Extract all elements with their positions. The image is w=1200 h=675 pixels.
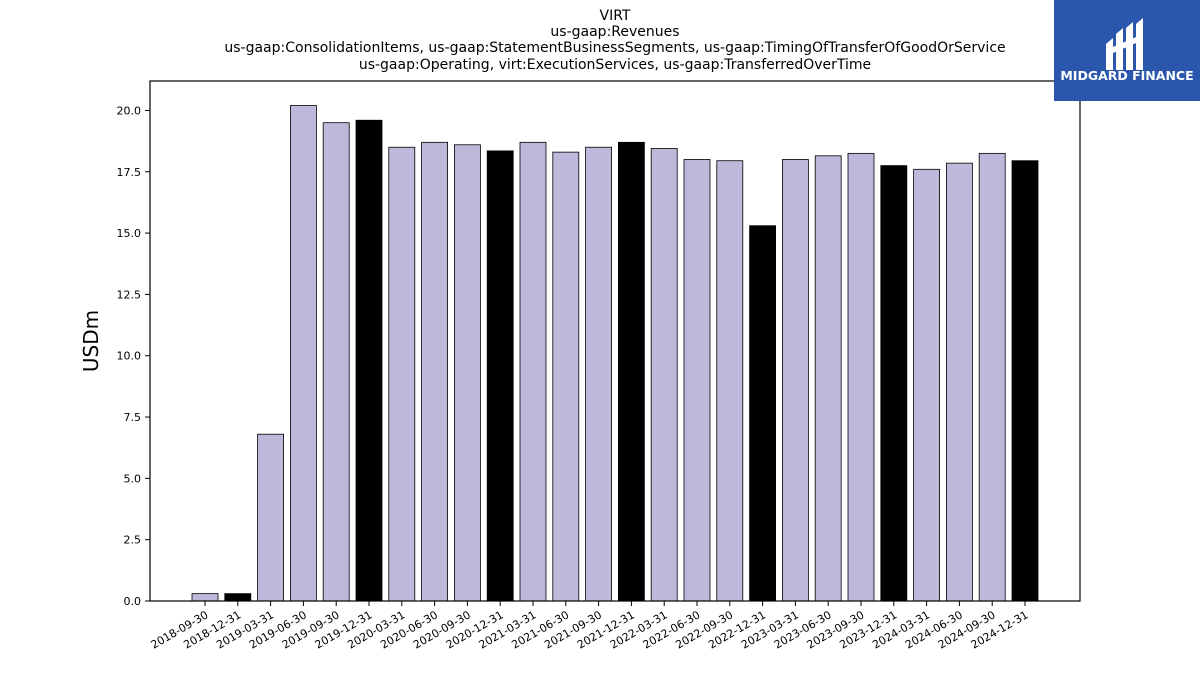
bar-2018-09-30 bbox=[191, 593, 219, 602]
title-line-2: us-gaap:Revenues bbox=[550, 24, 679, 40]
bar-2023-03-31 bbox=[782, 159, 809, 602]
bar-2022-06-30 bbox=[683, 159, 711, 602]
bar-2019-03-31 bbox=[257, 433, 285, 602]
bar-2020-03-31 bbox=[388, 146, 416, 602]
bar-2019-09-30 bbox=[322, 122, 350, 602]
title-line-4: us-gaap:Operating, virt:ExecutionService… bbox=[359, 57, 871, 73]
bar-2020-09-30 bbox=[453, 144, 481, 602]
y-axis: 0.0 2.5 5.0 7.5 10.0 12.5 15.0 17.5 20.0 bbox=[117, 104, 150, 608]
y-tick-label: 20.0 bbox=[117, 104, 142, 117]
bar-2020-12-31 bbox=[486, 150, 514, 602]
bar-2022-12-31 bbox=[749, 225, 776, 602]
bar-2022-09-30 bbox=[716, 160, 744, 602]
bar-2018-12-31 bbox=[224, 593, 252, 602]
chart-title: VIRT us-gaap:Revenues us-gaap:Consolidat… bbox=[224, 8, 1005, 73]
bar-series bbox=[191, 105, 1039, 602]
logo-text: MIDGARD FINANCE bbox=[1060, 68, 1193, 83]
bar-2019-06-30 bbox=[289, 105, 317, 602]
midgard-finance-logo: MIDGARD FINANCE bbox=[1054, 0, 1200, 101]
bar-2023-12-31 bbox=[880, 165, 908, 602]
y-tick-label: 15.0 bbox=[117, 227, 142, 240]
x-axis: 2018-09-302018-12-312019-03-312019-06-30… bbox=[149, 601, 1031, 652]
bar-2023-09-30 bbox=[847, 152, 875, 602]
y-axis-label: USDm bbox=[79, 310, 103, 372]
bar-2019-12-31 bbox=[355, 119, 383, 602]
bar-2021-09-30 bbox=[585, 146, 612, 602]
bar-2024-03-31 bbox=[913, 168, 940, 602]
plot-frame bbox=[149, 80, 1081, 602]
y-tick-label: 7.5 bbox=[124, 411, 142, 424]
y-tick-label: 17.5 bbox=[117, 166, 142, 179]
y-tick-label: 5.0 bbox=[124, 472, 142, 485]
bar-2022-03-31 bbox=[650, 148, 678, 602]
y-tick-label: 12.5 bbox=[117, 288, 142, 301]
bar-2020-06-30 bbox=[421, 141, 449, 602]
bar-2024-12-31 bbox=[1011, 160, 1039, 602]
bar-2024-06-30 bbox=[946, 162, 973, 602]
bar-2024-09-30 bbox=[978, 152, 1006, 602]
bar-2023-06-30 bbox=[814, 155, 842, 602]
title-line-3: us-gaap:ConsolidationItems, us-gaap:Stat… bbox=[224, 40, 1005, 56]
logo-mark-icon bbox=[1106, 18, 1143, 70]
title-line-1: VIRT bbox=[600, 8, 631, 24]
bar-2021-12-31 bbox=[618, 141, 645, 602]
y-tick-label: 2.5 bbox=[124, 534, 142, 547]
y-tick-label: 0.0 bbox=[124, 595, 142, 608]
bar-2021-06-30 bbox=[552, 151, 580, 602]
y-tick-label: 10.0 bbox=[117, 350, 142, 363]
bar-2021-03-31 bbox=[519, 141, 547, 602]
